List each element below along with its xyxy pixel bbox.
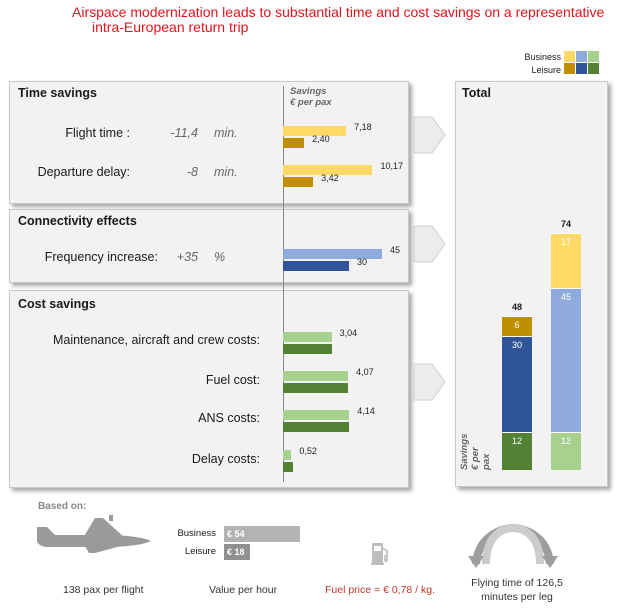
delay-costs-business-bar <box>283 450 292 460</box>
legend-swatch-leisure-cost <box>588 63 599 74</box>
total-stack-0-segment-2-value: 6 <box>514 320 520 331</box>
maintenance-business-value: 3,04 <box>339 328 358 338</box>
total-stack-1-segment-2: 17 <box>551 233 581 288</box>
frequency-business-value: 45 <box>390 245 401 255</box>
flight-time-business-bar <box>283 126 347 136</box>
value-per-hour-label: Value per hour <box>209 584 278 596</box>
time-savings-panel <box>9 81 409 204</box>
value-business-label: Business <box>177 528 216 539</box>
legend-swatch-business-conn <box>576 51 587 62</box>
frequency-increase-label: Frequency increase: <box>44 250 158 264</box>
delay-costs-business-value: 0,52 <box>299 446 317 456</box>
arrow-connectivity-icon <box>413 225 446 263</box>
flying-time-line2: minutes per leg <box>481 591 553 603</box>
frequency-leisure-value: 30 <box>357 257 368 267</box>
arrow-time-icon <box>413 116 446 154</box>
flight-time-label: Flight time : <box>65 126 130 140</box>
maintenance-leisure-bar <box>283 344 332 354</box>
ans-costs-leisure-bar <box>283 422 350 432</box>
value-leisure-amount: € 18 <box>227 547 245 557</box>
departure-delay-label: Departure delay: <box>37 165 130 179</box>
fuel-cost-leisure-bar <box>283 383 349 393</box>
flying-time: Flying time of 126,5 minutes per leg <box>463 576 571 604</box>
savings-header-line2: € per pax <box>290 97 332 108</box>
chart-title-line1: Airspace modernization leads to substant… <box>72 4 605 20</box>
total-stack-1-segment-2-value: 17 <box>560 237 571 248</box>
departure-delay-value: -8 <box>186 165 198 179</box>
pax-per-flight: 138 pax per flight <box>63 584 144 596</box>
savings-header: Savings € per pax <box>290 86 332 108</box>
fuel-price: Fuel price = € 0,78 / kg. <box>325 584 436 596</box>
airplane-icon <box>37 515 151 553</box>
legend-swatch-leisure-time <box>564 63 575 74</box>
cost-savings-title: Cost savings <box>18 297 96 311</box>
total-stack-1-segment-1: 45 <box>551 287 581 432</box>
value-business-bar: € 54 <box>224 526 300 542</box>
total-stack-0-segment-0-value: 12 <box>511 435 522 446</box>
departure-delay-leisure-value: 3,42 <box>321 173 339 183</box>
delay-costs-label: Delay costs: <box>191 452 260 466</box>
legend-swatch-business-cost <box>588 51 599 62</box>
flight-time-value: -11,4 <box>170 126 198 140</box>
connectivity-title: Connectivity effects <box>18 214 137 228</box>
flight-time-leisure-value: 2,40 <box>312 134 330 144</box>
total-stack-0-segment-1-value: 30 <box>511 339 522 350</box>
chart-title-line2: intra-European return trip <box>92 19 249 35</box>
frequency-increase-unit: % <box>214 250 226 264</box>
departure-delay-business-value: 10,17 <box>380 161 404 171</box>
value-leisure-label: Leisure <box>184 546 216 557</box>
fuel-cost-business-value: 4,07 <box>356 367 374 377</box>
total-stack-0-segment-0: 12 <box>502 431 532 470</box>
fuel-pump-icon <box>371 543 388 565</box>
total-ylabel-line2: € per pax <box>470 447 492 470</box>
flying-time-line1: Flying time of 126,5 <box>471 577 563 589</box>
fuel-cost-label: Fuel cost: <box>205 373 260 387</box>
ans-costs-label: ANS costs: <box>198 411 260 425</box>
total-stack-1-total: 74 <box>560 219 571 230</box>
ans-costs-business-bar <box>283 410 350 420</box>
legend-business-label: Business <box>524 52 561 62</box>
delay-costs-leisure-bar <box>283 462 293 472</box>
time-savings-title: Time savings <box>18 86 97 100</box>
total-stack-0-segment-2: 6 <box>502 316 532 336</box>
legend-swatch-leisure-conn <box>576 63 587 74</box>
flight-time-unit: min. <box>214 126 238 140</box>
departure-delay-unit: min. <box>214 165 238 179</box>
frequency-leisure-bar <box>283 261 349 271</box>
maintenance-label: Maintenance, aircraft and crew costs: <box>52 333 260 347</box>
total-ylabel-line1: Savings <box>459 433 470 470</box>
total-stack-0-total: 48 <box>511 302 522 313</box>
fuel-cost-business-bar <box>283 371 349 381</box>
chart-title: Airspace modernization leads to substant… <box>72 5 612 35</box>
based-on-label: Based on: <box>38 501 87 512</box>
departure-delay-leisure-bar <box>283 177 314 187</box>
total-stack-1-segment-0: 12 <box>551 431 581 470</box>
savings-axis-line <box>283 86 284 482</box>
savings-header-line1: Savings <box>290 86 327 97</box>
maintenance-business-bar <box>283 332 332 342</box>
total-title: Total <box>462 86 491 100</box>
total-stack-0-segment-1: 30 <box>502 335 532 432</box>
flight-arc-icon <box>468 524 558 568</box>
value-business-amount: € 54 <box>227 529 245 539</box>
total-stack-1-segment-0-value: 12 <box>560 435 571 446</box>
frequency-increase-value: +35 <box>176 250 198 264</box>
value-leisure-bar: € 18 <box>224 544 250 560</box>
arrow-cost-icon <box>413 363 446 401</box>
total-stack-1-segment-1-value: 45 <box>560 291 571 302</box>
legend-swatch-business-time <box>564 51 575 62</box>
legend-leisure-label: Leisure <box>531 65 561 75</box>
flight-time-leisure-bar <box>283 138 305 148</box>
departure-delay-business-bar <box>283 165 373 175</box>
flight-time-business-value: 7,18 <box>354 122 372 132</box>
ans-costs-business-value: 4,14 <box>357 406 375 416</box>
frequency-business-bar <box>283 249 382 259</box>
